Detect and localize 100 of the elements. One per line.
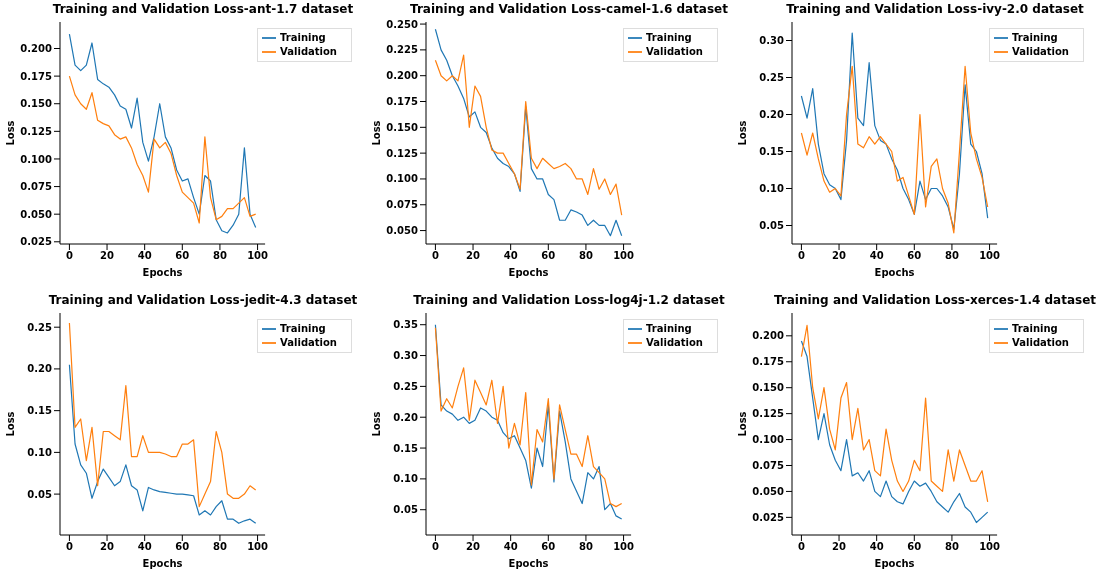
- y-tick-label: 0.200: [20, 43, 53, 55]
- y-tick-label: 0.30: [393, 349, 419, 361]
- line-series: [68, 33, 257, 234]
- y-tick-label: 0.050: [752, 485, 785, 497]
- x-tick-label: 20: [466, 250, 481, 262]
- x-tick-label: 80: [212, 250, 227, 262]
- y-tick-label: 0.025: [20, 236, 53, 248]
- chart-title: Training and Validation Loss-ant-1.7 dataset: [51, 1, 355, 18]
- y-axis-title: Loss: [4, 120, 16, 146]
- y-tick-label: 0.175: [752, 355, 785, 367]
- x-tick-label: 40: [869, 540, 884, 552]
- line-series: [800, 65, 989, 234]
- y-tick-label: 0.05: [393, 503, 419, 515]
- y-tick-label: 0.10: [759, 183, 785, 195]
- line-series: [68, 321, 257, 507]
- x-axis-title: Epochs: [874, 557, 915, 569]
- y-tick-label: 0.200: [386, 70, 419, 82]
- line-series: [434, 28, 623, 237]
- x-tick-label: 80: [944, 540, 959, 552]
- y-tick-label: 0.150: [20, 98, 53, 110]
- y-tick-label: 0.05: [27, 488, 53, 500]
- y-tick-label: 0.35: [393, 318, 419, 330]
- x-tick-label: 20: [832, 540, 847, 552]
- y-tick-label: 0.25: [27, 321, 53, 333]
- x-tick-label: 100: [613, 540, 635, 552]
- x-tick-label: 0: [431, 250, 439, 262]
- y-tick-label: 0.150: [752, 381, 785, 393]
- y-tick-label: 0.100: [386, 173, 419, 185]
- x-tick-label: 40: [503, 540, 518, 552]
- y-tick-label: 0.075: [20, 181, 53, 193]
- legend-label: Training: [1012, 32, 1058, 43]
- y-tick-label: 0.15: [27, 404, 53, 416]
- x-tick-label: 40: [137, 540, 152, 552]
- x-axis-title: Epochs: [508, 267, 549, 278]
- line-series: [68, 75, 257, 224]
- x-tick-label: 40: [137, 250, 152, 262]
- x-tick-label: 100: [979, 540, 1001, 552]
- x-tick-label: 80: [578, 250, 593, 262]
- y-tick-label: 0.15: [393, 442, 419, 454]
- y-axis-title: Loss: [736, 410, 748, 437]
- x-tick-label: 20: [100, 250, 115, 262]
- line-series: [800, 339, 989, 523]
- chart-title: Training and Validation Loss-jedit-4.3 dataset: [47, 291, 359, 309]
- y-tick-label: 0.125: [386, 147, 419, 159]
- y-tick-label: 0.20: [393, 411, 419, 423]
- y-tick-label: 0.30: [759, 35, 785, 47]
- x-tick-label: 20: [832, 250, 847, 262]
- y-tick-label: 0.225: [386, 44, 419, 56]
- y-tick-label: 0.15: [759, 146, 785, 158]
- legend-label: Validation: [1012, 46, 1069, 57]
- y-tick-label: 0.025: [752, 511, 785, 523]
- x-tick-label: 0: [65, 540, 73, 552]
- y-tick-label: 0.25: [759, 72, 785, 84]
- chart-title: Training and Validation Loss-ivy-2.0 dataset: [785, 1, 1085, 18]
- x-tick-label: 100: [979, 250, 1001, 262]
- x-axis-title: Epochs: [874, 267, 915, 278]
- y-tick-label: 0.075: [386, 199, 419, 211]
- legend-label: Validation: [1012, 336, 1069, 348]
- x-tick-label: 0: [65, 250, 73, 262]
- legend-label: Validation: [280, 336, 337, 348]
- y-tick-label: 0.075: [752, 459, 785, 471]
- line-series: [800, 324, 989, 502]
- legend-label: Training: [280, 322, 326, 334]
- legend-label: Training: [646, 32, 692, 43]
- x-tick-label: 60: [541, 540, 556, 552]
- legend-label: Validation: [646, 336, 703, 348]
- x-tick-label: 100: [247, 250, 269, 262]
- x-tick-label: 60: [175, 250, 190, 262]
- chart-title: Training and Validation Loss-xerces-1.4 dataset: [772, 291, 1098, 309]
- x-tick-label: 80: [578, 540, 593, 552]
- line-series: [800, 32, 989, 230]
- y-tick-label: 0.175: [386, 96, 419, 108]
- y-tick-label: 0.125: [752, 407, 785, 419]
- x-tick-label: 20: [466, 540, 481, 552]
- x-axis-title: Epochs: [142, 557, 183, 569]
- y-axis-title: Loss: [370, 120, 382, 146]
- x-tick-label: 60: [541, 250, 556, 262]
- y-tick-label: 0.050: [20, 208, 53, 220]
- x-tick-label: 100: [247, 540, 269, 552]
- x-tick-label: 60: [907, 540, 922, 552]
- y-tick-label: 0.10: [393, 472, 419, 484]
- legend-label: Training: [280, 32, 326, 43]
- y-tick-label: 0.100: [20, 153, 53, 165]
- line-series: [434, 54, 623, 216]
- y-tick-label: 0.050: [386, 225, 419, 237]
- y-axis-title: Loss: [4, 410, 16, 437]
- y-tick-label: 0.150: [386, 121, 419, 133]
- x-tick-label: 0: [797, 250, 805, 262]
- x-tick-label: 80: [944, 250, 959, 262]
- y-tick-label: 0.05: [759, 220, 785, 232]
- x-axis-title: Epochs: [508, 557, 549, 569]
- legend-label: Validation: [646, 46, 703, 57]
- legend-label: Training: [1012, 322, 1058, 334]
- y-tick-label: 0.200: [752, 329, 785, 341]
- legend-label: Training: [646, 322, 692, 334]
- y-tick-label: 0.20: [759, 109, 785, 121]
- x-tick-label: 40: [503, 250, 518, 262]
- x-tick-label: 100: [613, 250, 635, 262]
- legend-label: Validation: [280, 46, 337, 57]
- y-tick-label: 0.25: [393, 380, 419, 392]
